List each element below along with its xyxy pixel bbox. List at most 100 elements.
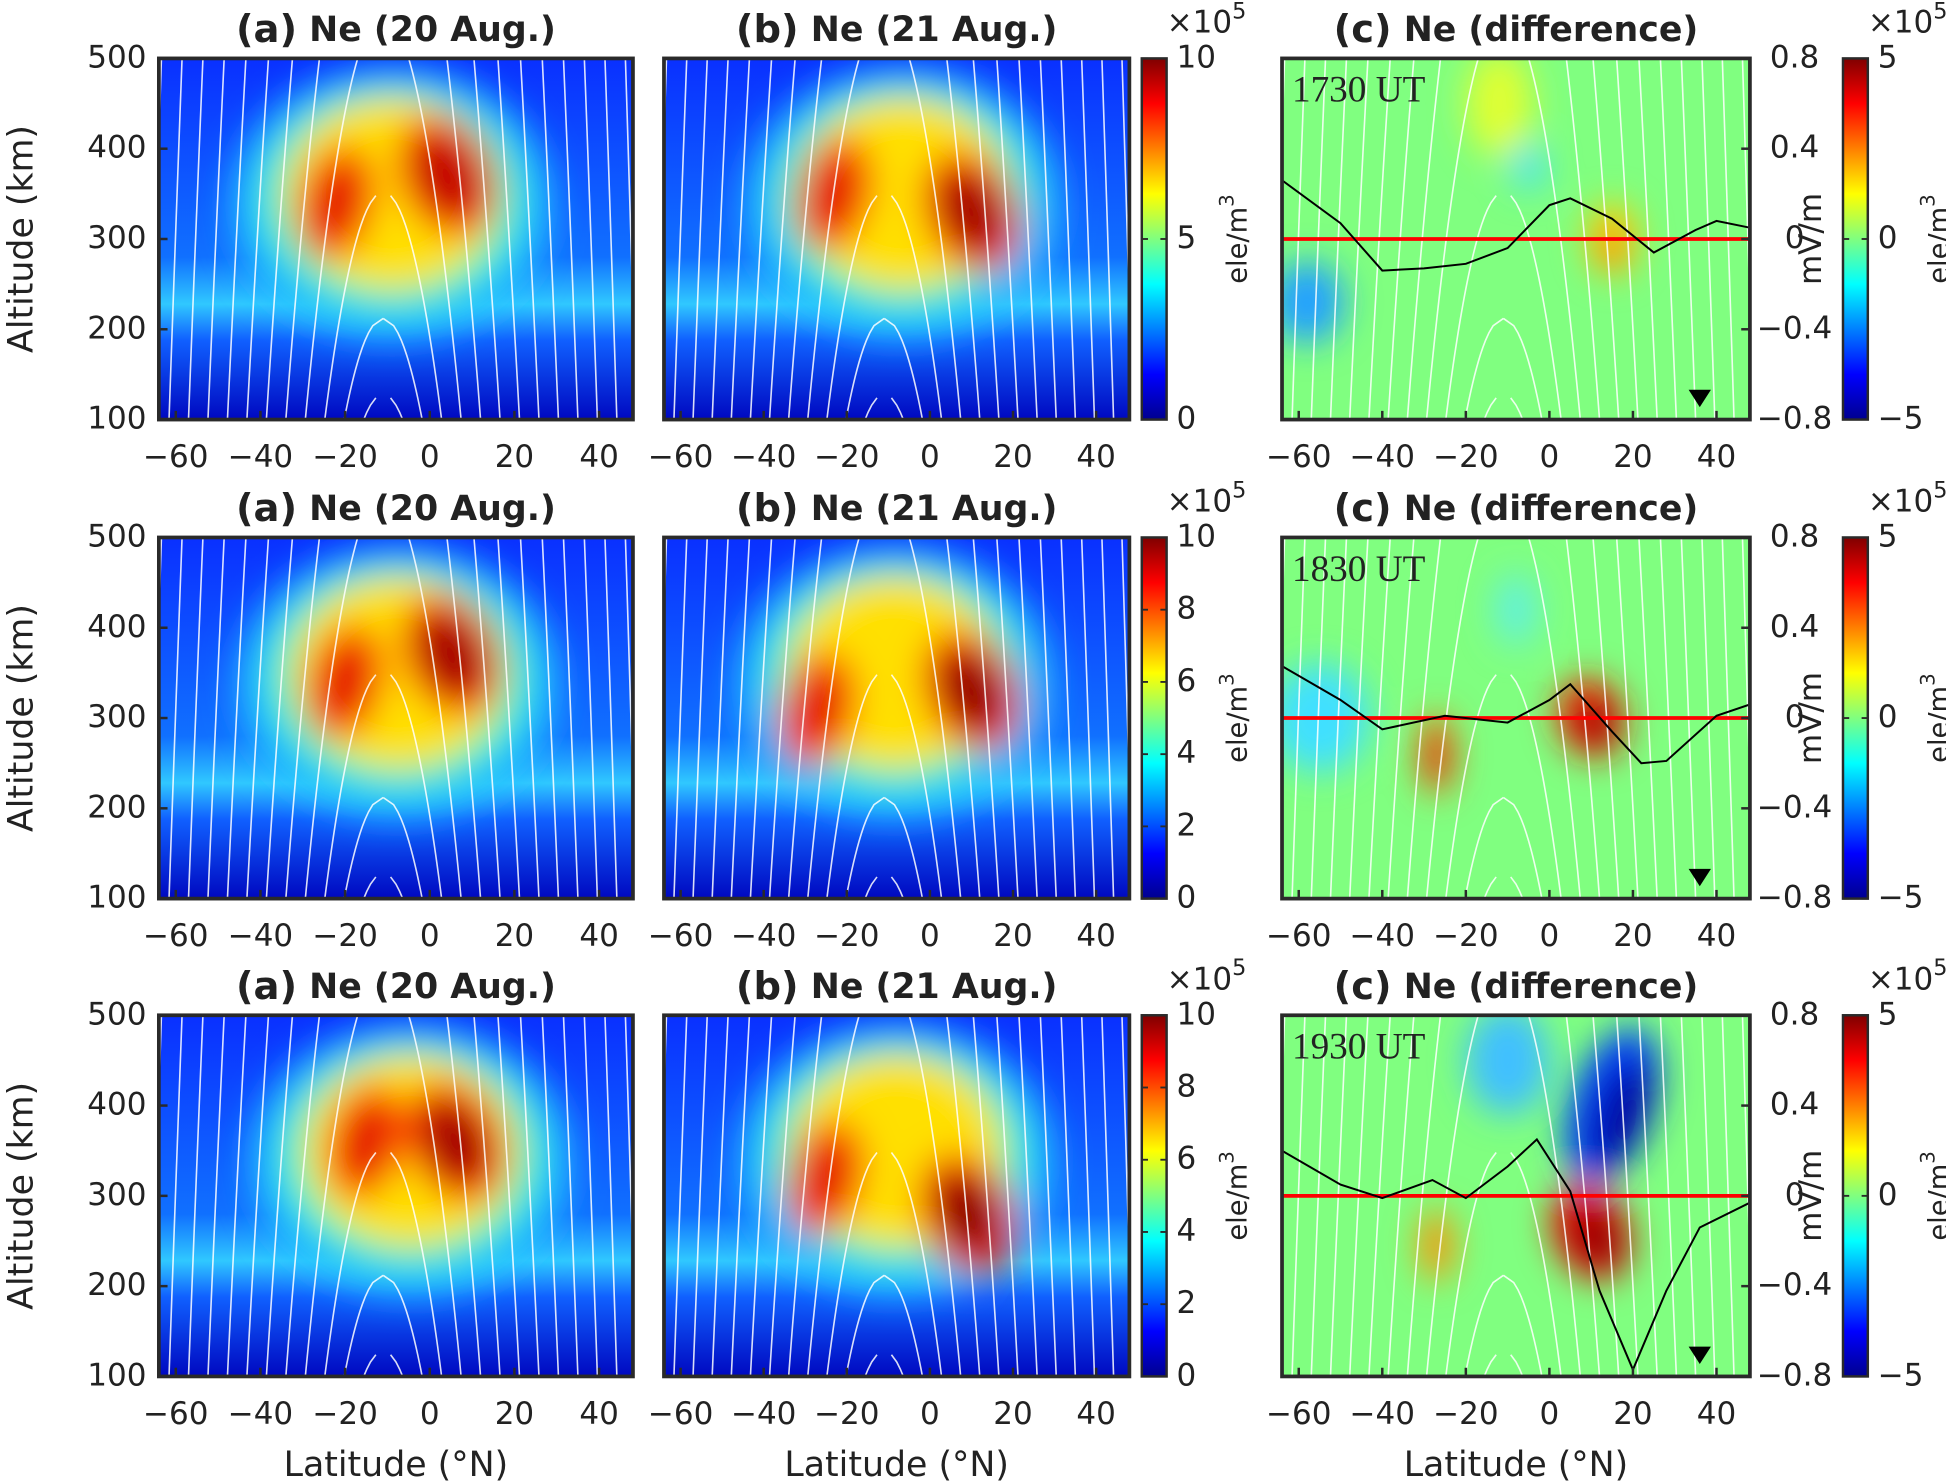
field-line xyxy=(407,537,462,899)
colorbar-label-base: ele/m xyxy=(1222,1164,1253,1241)
colorbar-label: ele/m3 xyxy=(1215,673,1253,763)
field-line xyxy=(1510,876,1524,899)
colorbar-label-base: ele/m xyxy=(1222,207,1253,284)
field-line xyxy=(1502,317,1543,420)
x-tick-label: −40 xyxy=(731,918,796,954)
field-line xyxy=(1368,58,1392,420)
y2-axis-label: mV/m xyxy=(1793,1150,1829,1242)
field-line xyxy=(1659,537,1678,899)
density-blob xyxy=(1465,58,1533,158)
colorbar-tick-label: 5 xyxy=(1878,39,1898,75)
colorbar-label: ele/m3 xyxy=(1215,194,1253,284)
field-line xyxy=(1018,1015,1038,1377)
y2-tick-label: 0.4 xyxy=(1770,130,1819,166)
field-line xyxy=(1425,537,1480,899)
field-line xyxy=(845,317,885,420)
field-line xyxy=(908,58,962,420)
field-line xyxy=(382,796,423,899)
x-tick-label: 20 xyxy=(993,918,1032,954)
x-tick-label: 0 xyxy=(420,918,440,954)
y-tick-label: 200 xyxy=(87,789,146,825)
field-line xyxy=(1348,58,1369,420)
field-line xyxy=(826,1152,878,1377)
colorbar-multiplier: ×105 xyxy=(1868,955,1946,998)
field-line xyxy=(304,1015,359,1377)
x-tick-label: 20 xyxy=(993,1396,1032,1432)
density-blobs xyxy=(736,546,1053,818)
field-line xyxy=(1060,537,1077,899)
colorbar-tick-label: 0 xyxy=(1177,401,1197,437)
field-line xyxy=(749,58,773,420)
field-line xyxy=(604,1015,618,1377)
y-tick-label: 200 xyxy=(87,310,146,346)
field-line xyxy=(1483,876,1497,899)
x-axis-label: Latitude (°N) xyxy=(1404,1445,1629,1482)
colorbar-tick-label: 10 xyxy=(1177,39,1216,75)
field-line xyxy=(446,1015,482,1377)
field-line xyxy=(265,1015,294,1377)
field-line xyxy=(806,537,861,899)
field-line xyxy=(1425,58,1480,420)
x-tick-label: −40 xyxy=(1350,918,1415,954)
heatmap xyxy=(158,1015,633,1377)
panel-title-text: Ne (21 Aug.) xyxy=(811,489,1058,529)
density-blob xyxy=(811,154,858,234)
field-line xyxy=(1060,58,1077,420)
density-blobs xyxy=(738,1024,1055,1296)
field-line xyxy=(265,58,294,420)
x-tick-label: 40 xyxy=(579,918,618,954)
field-line xyxy=(168,1015,183,1377)
field-line xyxy=(389,397,404,420)
x-tick-label: 20 xyxy=(993,439,1032,475)
field-line xyxy=(497,537,521,899)
field-line xyxy=(1310,1015,1327,1377)
field-line xyxy=(749,1015,773,1377)
field-line xyxy=(604,537,618,899)
panel-title: (b) Ne (21 Aug.) xyxy=(736,486,1058,531)
field-line xyxy=(996,1015,1019,1377)
colorbar-tick-label: −5 xyxy=(1878,880,1924,916)
field-line xyxy=(1615,537,1639,899)
field-line xyxy=(382,317,423,420)
field-line xyxy=(446,537,482,899)
field-line xyxy=(1510,1152,1562,1377)
field-line xyxy=(323,195,377,420)
field-line xyxy=(1510,195,1562,420)
x-tick-label: −40 xyxy=(731,439,796,475)
colorbar-tick-label: 5 xyxy=(1177,220,1197,256)
density-blobs xyxy=(1282,58,1638,343)
density-blob xyxy=(1511,144,1546,190)
colorbar-tick-label: 5 xyxy=(1878,518,1898,554)
field-line xyxy=(806,58,861,420)
field-line xyxy=(1464,317,1504,420)
colorbar-multiplier: ×105 xyxy=(1167,0,1247,41)
field-line xyxy=(845,1274,885,1377)
field-line xyxy=(624,1015,633,1290)
colorbar-label: ele/m3 xyxy=(1215,1151,1253,1241)
panel-title: (c) Ne (difference) xyxy=(1334,963,1699,1008)
field-line xyxy=(1080,58,1096,420)
field-line xyxy=(908,537,962,899)
time-annotation: 1830 UT xyxy=(1292,549,1426,590)
colorbar-multiplier: ×105 xyxy=(1868,0,1946,41)
field-line xyxy=(1329,58,1348,420)
x-tick-label: −20 xyxy=(814,918,879,954)
panel-title: (c) Ne (difference) xyxy=(1334,7,1699,52)
field-line xyxy=(645,523,656,899)
panel-title: (b) Ne (21 Aug.) xyxy=(736,963,1058,1008)
panel-title-text: Ne (20 Aug.) xyxy=(309,10,556,50)
heatmap xyxy=(663,58,1130,420)
field-line xyxy=(1701,1015,1716,1377)
x-tick-label: 20 xyxy=(1613,1396,1652,1432)
field-line xyxy=(645,44,656,420)
field-line xyxy=(1638,58,1658,420)
field-line xyxy=(1080,537,1096,899)
field-line xyxy=(1368,537,1392,899)
density-blobs xyxy=(745,67,1061,339)
y2-tick-label: 0 xyxy=(1785,220,1805,256)
field-line xyxy=(1254,523,1265,899)
y-axis-label: Altitude (km) xyxy=(1,1082,41,1310)
field-line xyxy=(473,537,501,899)
density-blob xyxy=(1589,1058,1652,1171)
panel-title-text: Ne (20 Aug.) xyxy=(309,967,556,1007)
